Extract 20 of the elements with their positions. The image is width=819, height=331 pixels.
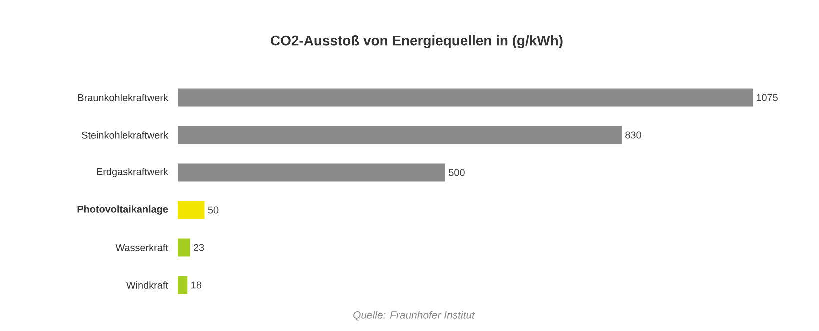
bar: [178, 201, 205, 220]
data-label: 830: [626, 132, 642, 139]
data-label: 50: [208, 206, 219, 214]
bar: [178, 276, 188, 294]
y-tick-label: Braunkohlekraftwerk: [78, 94, 168, 102]
bar: [178, 88, 754, 107]
source-note: Quelle: Fraunhofer Institut: [354, 311, 476, 321]
chart-title: CO2-Ausstoß von Energiequellen in (g/kWh): [271, 35, 563, 49]
data-label: 500: [449, 169, 465, 176]
y-tick-label: Erdgaskraftwerk: [97, 168, 168, 178]
data-label: 23: [194, 244, 204, 252]
bar: [178, 126, 622, 144]
data-label: 1075: [756, 94, 778, 102]
y-tick-label: Wasserkraft: [116, 244, 168, 252]
y-tick-label: Photovoltaikanlage: [78, 206, 168, 215]
y-tick-label: Windkraft: [126, 282, 168, 289]
data-label: 18: [192, 282, 202, 289]
y-tick-label: Steinkohlekraftwerk: [82, 132, 168, 139]
bar: [178, 164, 446, 182]
bar: [178, 238, 190, 257]
